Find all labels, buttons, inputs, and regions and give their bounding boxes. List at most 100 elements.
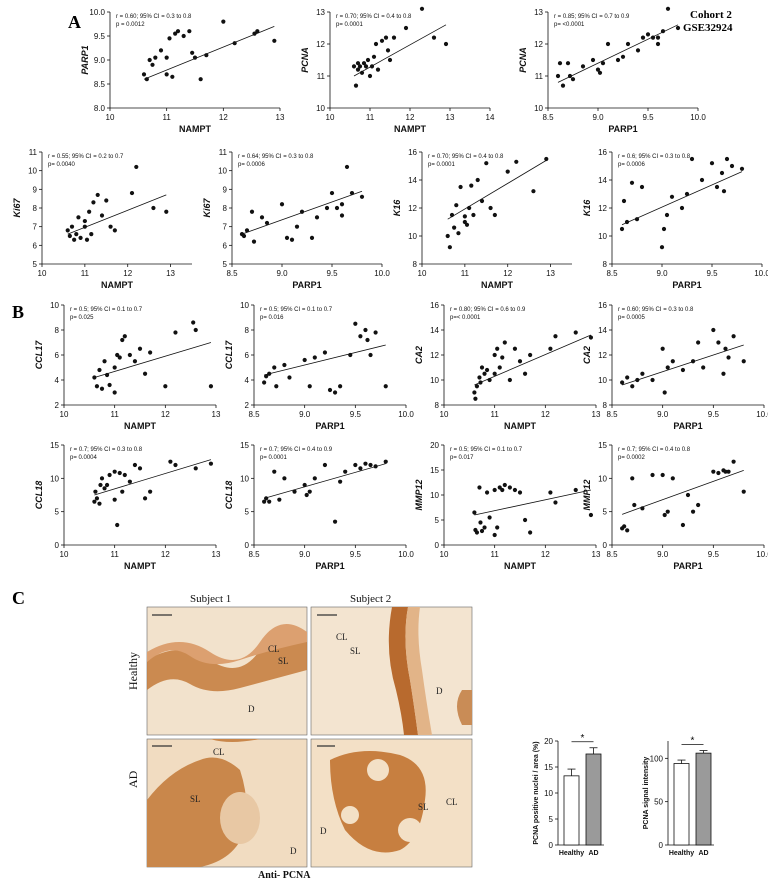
y-tick-label: 8 (33, 204, 38, 213)
data-point (264, 496, 269, 501)
data-point (264, 220, 270, 226)
data-point (104, 482, 110, 488)
x-axis-label: PARP1 (673, 421, 702, 431)
dataset-id: GSE32924 (683, 22, 733, 34)
data-point (522, 517, 528, 523)
label-d: D (248, 704, 255, 714)
micrograph-healthy-subject2: CL SL D (310, 606, 473, 736)
data-point (488, 205, 493, 211)
data-point (449, 212, 455, 218)
data-point (512, 487, 518, 493)
data-point (595, 67, 601, 72)
data-point (141, 72, 147, 77)
data-point (363, 64, 369, 69)
bar-healthy (673, 763, 690, 846)
data-point (363, 461, 368, 466)
data-point (500, 487, 505, 493)
y-axis-label: CCL17 (224, 340, 234, 370)
x-tick-label: 12 (123, 269, 132, 278)
bar-healthy (563, 775, 580, 846)
row-label-ad: AD (126, 770, 140, 788)
data-point (98, 482, 103, 488)
stat-p-value: p= 0.017 (450, 455, 474, 461)
data-point (588, 335, 594, 340)
x-tick-label: 13 (166, 269, 175, 278)
y-axis-label: CA2 (414, 346, 424, 364)
y-tick-label: 10 (240, 301, 249, 310)
data-point (173, 330, 178, 335)
bar-chart-1: 0 5 10 15 20 PCNA positive nuclei / area (%) H… (533, 733, 604, 857)
data-point (359, 194, 365, 199)
data-point (714, 184, 720, 190)
data-point (635, 48, 641, 53)
data-point (640, 506, 645, 511)
data-point (104, 372, 110, 378)
data-point (373, 464, 378, 469)
regression-line (621, 469, 744, 515)
data-point (723, 469, 728, 474)
data-point (567, 73, 573, 79)
data-point (232, 41, 237, 46)
data-point (163, 384, 168, 389)
data-point (267, 371, 272, 376)
data-point (452, 225, 457, 230)
data-point (391, 35, 397, 40)
x-tick-label: 9.5 (350, 550, 362, 559)
data-point (193, 466, 198, 471)
y-axis-label: PCNA signal intensity (643, 757, 650, 830)
label-sl: SL (278, 656, 289, 666)
data-point (500, 355, 505, 360)
data-point (277, 497, 282, 502)
stat-p-value: p= 0.0001 (336, 22, 364, 28)
y-tick-label: 11 (29, 148, 38, 157)
stat-correlation: r = 0.80; 95% CI = 0.6 to 0.9 (450, 307, 526, 313)
x-tick-label: 10 (326, 113, 335, 122)
data-point (630, 476, 635, 481)
data-point (164, 209, 169, 214)
data-point (127, 479, 132, 484)
data-point (472, 390, 477, 395)
x-tick-label: 9.0 (657, 410, 669, 419)
stat-p-value: p= 0.0001 (428, 162, 456, 168)
data-point (484, 367, 490, 373)
data-point (252, 31, 257, 36)
y-axis-label: CCL18 (34, 481, 44, 510)
y-tick-label: 9 (223, 185, 228, 194)
y-axis-label: Ki67 (12, 198, 22, 218)
x-tick-label: 10 (60, 410, 69, 419)
scatter-chart-9: 8.5 9.0 9.5 10.0 2 4 6 8 10 PARP1 CCL17 r = 0.5; 95… (224, 301, 414, 431)
y-tick-label: 10 (50, 474, 59, 483)
data-point (590, 57, 596, 63)
x-tick-label: 9.0 (592, 113, 604, 122)
stat-correlation: r = 0.5; 95% CI = 0.1 to 0.7 (260, 307, 333, 313)
y-tick-label: 5 (223, 260, 228, 269)
scatter-chart-5: 8.5 9.0 9.5 10.0 5 6 7 8 9 10 11 PARP1 Ki67 r = 0.64;… (202, 148, 390, 290)
label-cl: CL (446, 797, 458, 807)
data-point (112, 390, 117, 395)
data-point (82, 218, 87, 224)
data-point (482, 371, 487, 376)
data-point (190, 50, 195, 55)
stat-correlation: r = 0.64; 95% CI = 0.3 to 0.8 (238, 154, 314, 160)
y-tick-label: 10 (430, 491, 439, 500)
y-tick-label: 10 (218, 167, 227, 176)
y-tick-label: 13 (316, 8, 325, 17)
data-point (477, 485, 482, 490)
data-point (696, 340, 701, 345)
y-axis-label: Ki67 (202, 198, 212, 218)
x-axis-label: NAMPT (101, 280, 133, 290)
y-tick-label: 6 (55, 351, 60, 360)
stat-correlation: r = 0.5; 95% CI = 0.1 to 0.7 (450, 447, 523, 453)
data-point (198, 77, 203, 82)
stat-p-value: p= 0.0006 (618, 162, 646, 168)
data-point (108, 224, 113, 229)
x-tick-label: 12 (161, 410, 170, 419)
data-point (307, 384, 312, 389)
data-point (622, 524, 627, 529)
data-point (272, 38, 277, 43)
y-tick-label: 10 (598, 232, 607, 241)
data-point (112, 497, 117, 502)
x-tick-label: 9.0 (656, 269, 668, 278)
y-axis-label: CCL18 (224, 481, 234, 510)
